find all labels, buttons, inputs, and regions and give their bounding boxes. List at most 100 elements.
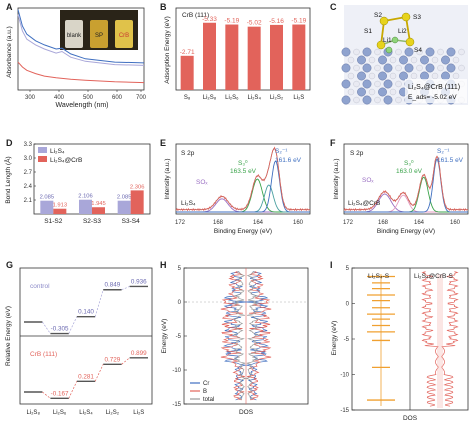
atom-b (410, 72, 418, 80)
energy-value-label: 0.936 (131, 278, 147, 285)
uv-curve-crb (17, 14, 145, 66)
atom-b (395, 96, 402, 104)
dos-curve (247, 271, 272, 401)
panel-f-label: S 2p (350, 150, 364, 157)
panel-i-left-label: Li₂S₄-S (368, 273, 390, 280)
panel-e-s0-value: 163.5 eV (230, 168, 257, 175)
panel-i: I 5 0 -5 -10 -15 Li₂S₄-S Li₂S₄@CrB-S DOS Ene… (330, 260, 469, 422)
panel-g-crb-label: CrB (111) (30, 351, 57, 358)
atom-b (458, 48, 465, 56)
dos-y-tick: 0 (178, 300, 182, 306)
atom-b (431, 72, 439, 80)
panel-e-xtick: 172 (175, 220, 186, 226)
panel-c: C S2 S3 S1 Li2 Li1 S4 Li₂S₄@CrB (111) E_… (330, 2, 468, 105)
panel-e-ylabel: Intensity (a.u.) (164, 158, 171, 199)
atom-b (395, 80, 402, 88)
energy-category-label: Li₂S₈ (26, 410, 40, 416)
atom-li (391, 36, 399, 44)
adsorption-category-label: Li₂S₆ (225, 95, 239, 101)
energy-connector (68, 316, 78, 334)
panel-f-xps-curves (343, 155, 469, 213)
panel-a-frame (17, 7, 145, 91)
energy-value-label: -0.305 (51, 326, 69, 333)
atom-b (389, 72, 397, 80)
bond-bar (53, 208, 67, 214)
xps-fit-component (176, 184, 310, 213)
adsorption-bar (292, 24, 306, 90)
atom-b (452, 72, 460, 80)
dos-y-tick: 5 (178, 266, 182, 272)
vial-crb-label: CrB (119, 33, 129, 39)
panel-f-s0-label: S₃⁰ (404, 159, 414, 167)
bond-bar (92, 207, 105, 214)
atom-b (374, 64, 381, 72)
panel-g-control-label: control (30, 283, 50, 290)
atom-cr (420, 71, 429, 81)
vial-crb (115, 20, 133, 48)
energy-connector (68, 381, 78, 399)
energy-value-label: 0.729 (105, 356, 121, 363)
bond-category-label: S2-S3 (83, 218, 101, 225)
panel-f-ylabel: Intensity (a.u.) (333, 158, 340, 199)
panel-e-xtick: 164 (253, 220, 264, 226)
bond-value-label: 2.106 (78, 194, 93, 200)
atom-cr (341, 95, 351, 105)
panel-e-s2-value: 161.6 eV (275, 157, 302, 164)
atom-cr (378, 55, 387, 65)
bond-value-label: 1.945 (91, 201, 106, 207)
atom-b (368, 88, 376, 96)
atom-label-li1: Li1 (383, 37, 392, 44)
atom-b (395, 64, 402, 72)
atom-b (389, 56, 397, 64)
panel-f-xtick: 160 (450, 220, 461, 226)
bond-bar (40, 200, 54, 214)
panel-a-letter: A (6, 2, 13, 12)
atom-cr (441, 71, 450, 81)
atom-s2 (379, 16, 389, 26)
atom-cr (341, 47, 351, 57)
panel-e-xps-curves (175, 146, 311, 213)
adsorption-value-label: -2.71 (180, 49, 195, 56)
atom-cr (446, 47, 456, 57)
bond-value-label: 2.306 (130, 184, 145, 190)
panel-h-dos-curves: 5 0 -5 -10 -15 (172, 266, 308, 408)
energy-value-label: 0.140 (78, 309, 94, 316)
panel-e-xtick: 160 (293, 220, 304, 226)
bond-y-tick: 2.4 (24, 184, 33, 190)
bond-legend-swatch (38, 156, 47, 162)
structure-caption: Li₂S₄@CrB (111) (408, 84, 460, 91)
dos-y-tick: -5 (344, 337, 350, 343)
xps-fit-component (344, 158, 468, 213)
crb-s-dos-curve (441, 271, 459, 407)
adsorption-category-label: S₈ (184, 95, 191, 101)
panel-f-s2-label: S₂⁻¹ (437, 148, 450, 155)
bond-value-label: 2.085 (40, 195, 55, 201)
panel-a-xtick: 500 (83, 95, 94, 101)
energy-value-label: -0.167 (51, 390, 69, 397)
panel-f-sample: Li₂S₄@CrB (348, 200, 380, 207)
panel-a-curves (17, 9, 145, 92)
dos-curve (245, 271, 260, 400)
panel-i-letter: I (330, 260, 333, 270)
panel-g-letter: G (6, 260, 13, 270)
panel-e-xtick: 168 (213, 220, 224, 226)
atom-cr (362, 95, 372, 105)
atom-label-s1: S1 (364, 28, 372, 35)
atom-cr (341, 79, 351, 89)
dos-y-tick: 5 (346, 266, 350, 272)
panel-b-frame (175, 7, 311, 91)
panel-f-xlabel: Binding Energy (eV) (377, 228, 435, 235)
energy-category-label: Li₂S₆ (53, 410, 67, 416)
atom-label-s2: S2 (374, 12, 382, 19)
adsorption-value-label: -5.33 (202, 16, 217, 23)
panel-b-ylabel: Adsorption Energy (eV) (164, 16, 171, 84)
adsorption-bar (203, 22, 216, 90)
energy-connector (121, 286, 130, 291)
atom-b (437, 64, 444, 72)
adsorption-value-label: -5.02 (247, 20, 262, 27)
xps-raw-data (343, 155, 469, 212)
panel-b-title: CrB (111) (182, 12, 209, 19)
dos-curve (232, 271, 247, 400)
xps-fit-component (176, 160, 310, 213)
panel-d-bars: 2.1 2.4 2.7 3.0 3.3 2.085 1.913 S1-S2 2.1061.945… (24, 142, 145, 225)
